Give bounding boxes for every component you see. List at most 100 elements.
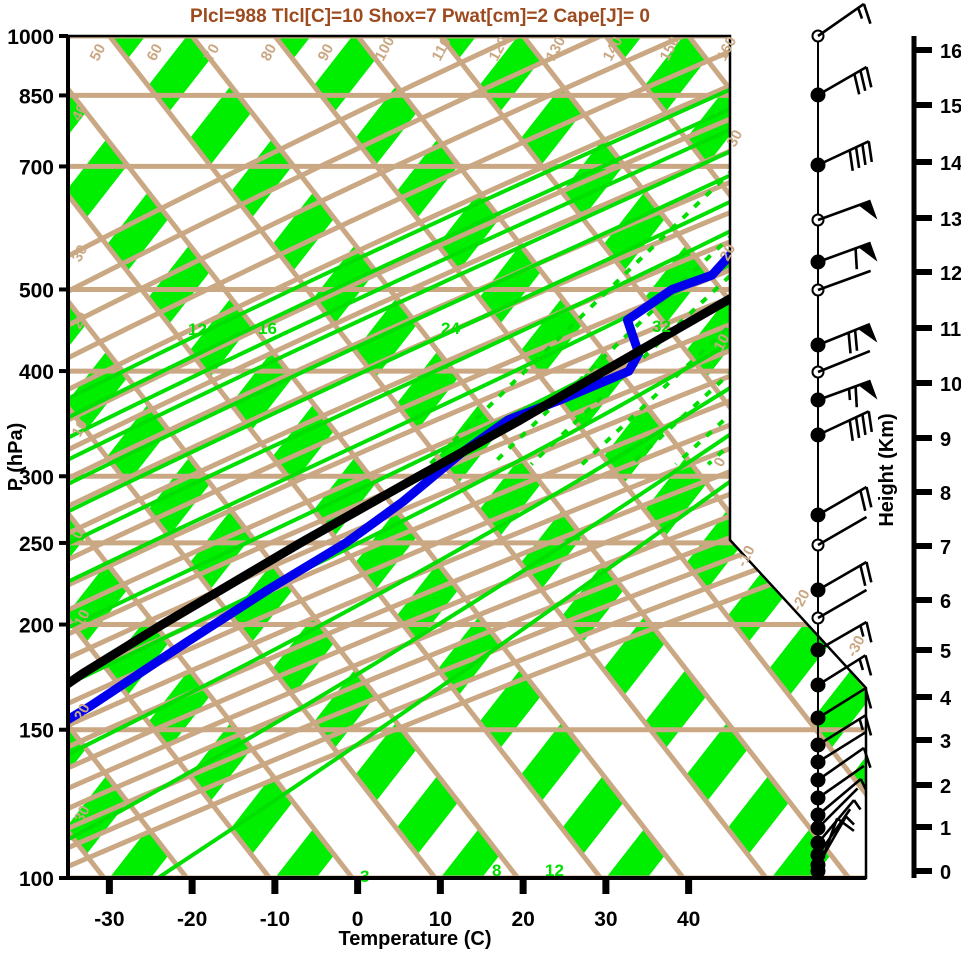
wind-barb-full bbox=[854, 386, 859, 408]
moist-adiabat-line bbox=[156, 36, 866, 878]
shade-stripe bbox=[647, 36, 866, 878]
wind-barb-shaft bbox=[817, 140, 870, 167]
wind-barb-full bbox=[859, 565, 867, 587]
height-tick-label: 3 bbox=[940, 731, 951, 753]
temperature-tick-label: 40 bbox=[677, 908, 700, 931]
wind-barb-full bbox=[854, 248, 859, 270]
pressure-tick-label: 400 bbox=[19, 361, 54, 384]
wind-barb bbox=[811, 349, 871, 379]
wind-barb bbox=[810, 687, 873, 726]
wind-barb-full bbox=[865, 66, 873, 88]
wind-barb-full bbox=[859, 490, 867, 512]
pressure-tick-label: 1000 bbox=[7, 26, 54, 49]
isotherm-line bbox=[68, 36, 438, 878]
dry-adiabat-line bbox=[68, 36, 866, 878]
pressure-tick-label: 200 bbox=[19, 615, 54, 638]
height-tick-label: 5 bbox=[940, 641, 951, 663]
pressure-tick-label: 850 bbox=[19, 85, 54, 108]
temperature-tick-label: 10 bbox=[429, 908, 452, 931]
wind-barb bbox=[811, 199, 878, 227]
wind-barb bbox=[810, 560, 873, 598]
wind-barb-full bbox=[861, 144, 867, 166]
isotherm-line bbox=[68, 36, 520, 878]
wind-barb bbox=[810, 379, 878, 408]
dry-adiabat-left-label: 20 bbox=[69, 309, 92, 332]
pressure-tick-label: 500 bbox=[19, 279, 54, 302]
height-axis-label: Height (Km) bbox=[876, 413, 898, 526]
wind-barb-shaft bbox=[817, 778, 862, 816]
wind-barb-shaft bbox=[817, 241, 872, 264]
isotherm-line bbox=[190, 36, 851, 878]
wind-barb-full bbox=[865, 486, 873, 508]
isotherm-right-label: 30 bbox=[724, 127, 747, 150]
wind-barb-flag bbox=[858, 242, 878, 262]
shade-stripe bbox=[68, 36, 436, 878]
wind-barb-full bbox=[853, 329, 859, 351]
mixing-ratio-line bbox=[753, 36, 866, 466]
wind-barb bbox=[810, 817, 855, 879]
height-tick-label: 4 bbox=[940, 688, 952, 710]
wind-barb bbox=[811, 269, 872, 297]
wind-barb-full bbox=[847, 332, 852, 354]
wind-barb-shaft bbox=[817, 485, 868, 517]
wind-barb-half bbox=[845, 815, 855, 826]
wind-barb-shaft bbox=[817, 687, 867, 720]
isotherm-line bbox=[68, 36, 603, 878]
dry-adiabat-top-label: 70 bbox=[201, 41, 224, 64]
dry-adiabat-top-label: 60 bbox=[144, 41, 167, 64]
height-tick-label: 9 bbox=[940, 429, 951, 451]
wind-barb-full bbox=[861, 414, 867, 436]
mixing-ratio-label: 12 bbox=[188, 320, 207, 339]
wind-barb-full bbox=[867, 411, 874, 433]
wind-barb bbox=[810, 620, 873, 658]
wind-barb-flag bbox=[858, 200, 878, 220]
wind-barb-full bbox=[865, 621, 873, 643]
wind-barb bbox=[810, 140, 874, 173]
wind-barb-full bbox=[859, 70, 867, 92]
wind-barb-shaft bbox=[817, 731, 867, 764]
wind-barb-half bbox=[858, 658, 865, 671]
wind-barb bbox=[810, 778, 867, 823]
dry-adiabat-left-label: 30 bbox=[69, 242, 92, 265]
wind-barb-shaft bbox=[817, 714, 867, 747]
wind-barb-full bbox=[854, 147, 861, 169]
isotherm-right-label: 10 bbox=[711, 331, 734, 354]
wind-barb-half bbox=[856, 7, 864, 20]
wind-barb bbox=[810, 485, 873, 523]
dry-adiabat-left-label: 40 bbox=[69, 101, 92, 124]
isotherm-line bbox=[68, 36, 355, 878]
height-tick-label: 15 bbox=[940, 96, 961, 118]
wind-barb-half bbox=[858, 718, 865, 731]
wind-barb-full bbox=[864, 687, 873, 709]
mixing-ratio-label: 24 bbox=[441, 319, 460, 338]
wind-barb-shaft bbox=[817, 2, 865, 38]
wind-barb-full bbox=[867, 141, 874, 163]
wind-barb-full bbox=[862, 3, 872, 25]
wind-barb-shaft bbox=[817, 65, 868, 97]
height-tick-label: 10 bbox=[940, 374, 961, 396]
height-tick-label: 13 bbox=[940, 209, 961, 231]
wind-barb bbox=[810, 322, 878, 354]
moist-adiabat-line bbox=[68, 36, 866, 878]
height-tick-label: 14 bbox=[940, 153, 961, 175]
wind-barb bbox=[810, 654, 873, 693]
pressure-tick-label: 150 bbox=[19, 720, 54, 743]
isotherms bbox=[68, 36, 866, 878]
wind-barb bbox=[811, 515, 868, 552]
wind-barb-shaft bbox=[817, 588, 868, 620]
wind-barb-shaft bbox=[817, 746, 865, 782]
wind-barb-shaft bbox=[817, 349, 871, 374]
wind-barb-shaft bbox=[816, 817, 839, 872]
isotherm-right-label: 20 bbox=[717, 241, 740, 264]
wind-barb-half bbox=[852, 799, 862, 811]
temperature-tick-label: -10 bbox=[260, 908, 290, 931]
dry-adiabat-top-label: 90 bbox=[315, 41, 338, 64]
mixing-ratio-line bbox=[706, 36, 866, 466]
wind-barb-half bbox=[847, 388, 852, 401]
height-tick-label: 12 bbox=[940, 263, 961, 285]
wind-barb-full bbox=[854, 417, 861, 439]
wind-barb bbox=[810, 410, 874, 443]
wind-barb-shaft bbox=[817, 654, 867, 687]
chart-title: Plcl=988 Tlcl[C]=10 Shox=7 Pwat[cm]=2 Ca… bbox=[190, 6, 650, 27]
